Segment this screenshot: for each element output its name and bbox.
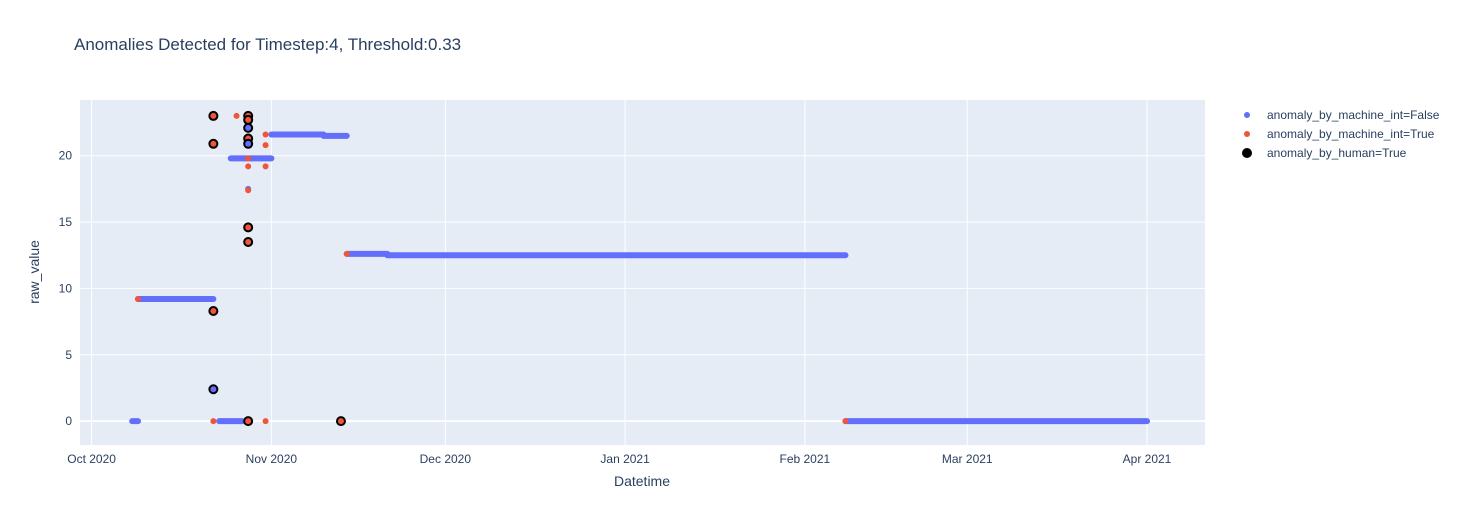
human-anomaly-point [243,114,254,125]
legend-item[interactable]: anomaly_by_machine_int=False [1244,108,1440,122]
human-anomaly-point [208,305,219,316]
x-axis-ticks: Oct 2020 Nov 2020 Dec 2020 Jan 2021 Feb 2021… [67,452,1171,466]
y-axis-ticks: 0 5 10 15 20 [59,149,73,428]
series-true-point [262,142,269,149]
human-anomaly-point [208,138,219,149]
series-true-point [262,163,269,170]
series-true-point [245,155,252,162]
series-true-point [233,112,240,119]
human-anomaly-point [243,122,254,133]
legend-item[interactable]: anomaly_by_machine_int=True [1244,127,1435,141]
series-true-point [134,296,141,303]
x-tick-label: Feb 2021 [780,452,831,466]
series-true-point [343,250,350,257]
legend-marker [1244,131,1250,137]
y-tick-label: 15 [59,215,73,229]
series-true-point [245,163,252,170]
x-axis-label: Datetime [614,473,670,489]
chart-title: Anomalies Detected for Timestep:4, Thres… [74,35,461,54]
x-tick-label: Nov 2020 [246,452,298,466]
x-tick-label: Jan 2021 [600,452,650,466]
series-true-point [210,418,217,425]
human-anomaly-point [335,416,346,427]
legend-label: anomaly_by_machine_int=True [1267,127,1435,141]
legend-label: anomaly_by_machine_int=False [1267,108,1440,122]
legend-marker [1242,148,1252,158]
x-tick-label: Oct 2020 [67,452,116,466]
human-anomaly-point [208,110,219,121]
x-tick-label: Mar 2021 [942,452,993,466]
series-true-point [245,187,252,194]
human-anomaly-point [243,416,254,427]
human-anomaly-point [243,138,254,149]
legend-label: anomaly_by_human=True [1267,146,1407,160]
y-axis-label: raw_value [26,240,42,304]
series-true-point [842,418,849,425]
y-tick-label: 0 [65,414,72,428]
x-tick-label: Dec 2020 [420,452,472,466]
legend-item[interactable]: anomaly_by_human=True [1242,146,1407,160]
series-true-point [262,418,269,425]
legend-marker [1244,112,1250,118]
y-tick-label: 5 [65,348,72,362]
human-anomaly-point [208,384,219,395]
human-anomaly-point [243,236,254,247]
legend[interactable]: anomaly_by_machine_int=False anomaly_by_m… [1242,108,1440,160]
human-anomaly-point [243,222,254,233]
y-tick-label: 20 [59,149,73,163]
y-tick-label: 10 [59,281,73,295]
plot-background [80,100,1205,445]
x-tick-label: Apr 2021 [1123,452,1172,466]
data-marks [129,110,1151,427]
series-true-point [262,131,269,138]
